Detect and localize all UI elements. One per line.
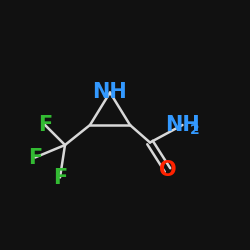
Text: F: F [38, 115, 52, 135]
Text: NH: NH [92, 82, 128, 102]
Text: F: F [28, 148, 42, 168]
Text: NH: NH [165, 115, 200, 135]
Text: O: O [159, 160, 176, 180]
Text: F: F [53, 168, 67, 188]
Text: 2: 2 [190, 124, 200, 138]
